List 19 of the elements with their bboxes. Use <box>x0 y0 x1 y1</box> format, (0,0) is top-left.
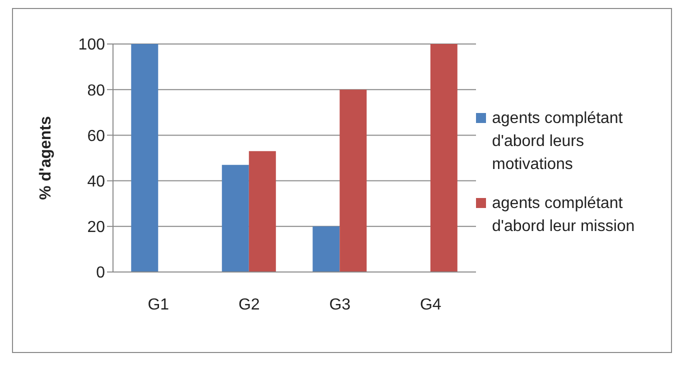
y-tick-label: 20 <box>87 219 106 236</box>
bar <box>222 164 249 272</box>
y-tick-label: 40 <box>87 173 106 190</box>
y-axis-title: % d'agents <box>38 116 55 200</box>
x-tick-label: G2 <box>238 296 260 314</box>
bar <box>248 151 276 272</box>
bar <box>340 90 367 272</box>
y-tick-label: 100 <box>78 36 106 54</box>
x-tick-label: G3 <box>329 296 351 314</box>
legend-label: agents complétant d'abord leur mission <box>492 194 636 237</box>
y-tick-label: 80 <box>87 82 106 100</box>
y-tick-label: 0 <box>96 264 106 282</box>
y-tick-label: 60 <box>87 128 106 145</box>
bar <box>312 226 340 272</box>
x-tick-label: G1 <box>148 296 170 314</box>
x-tick-label: G4 <box>420 296 442 314</box>
bar <box>430 44 458 272</box>
legend-label: agents complétant d'abord leurs motivations <box>492 109 624 175</box>
bar <box>131 44 158 272</box>
